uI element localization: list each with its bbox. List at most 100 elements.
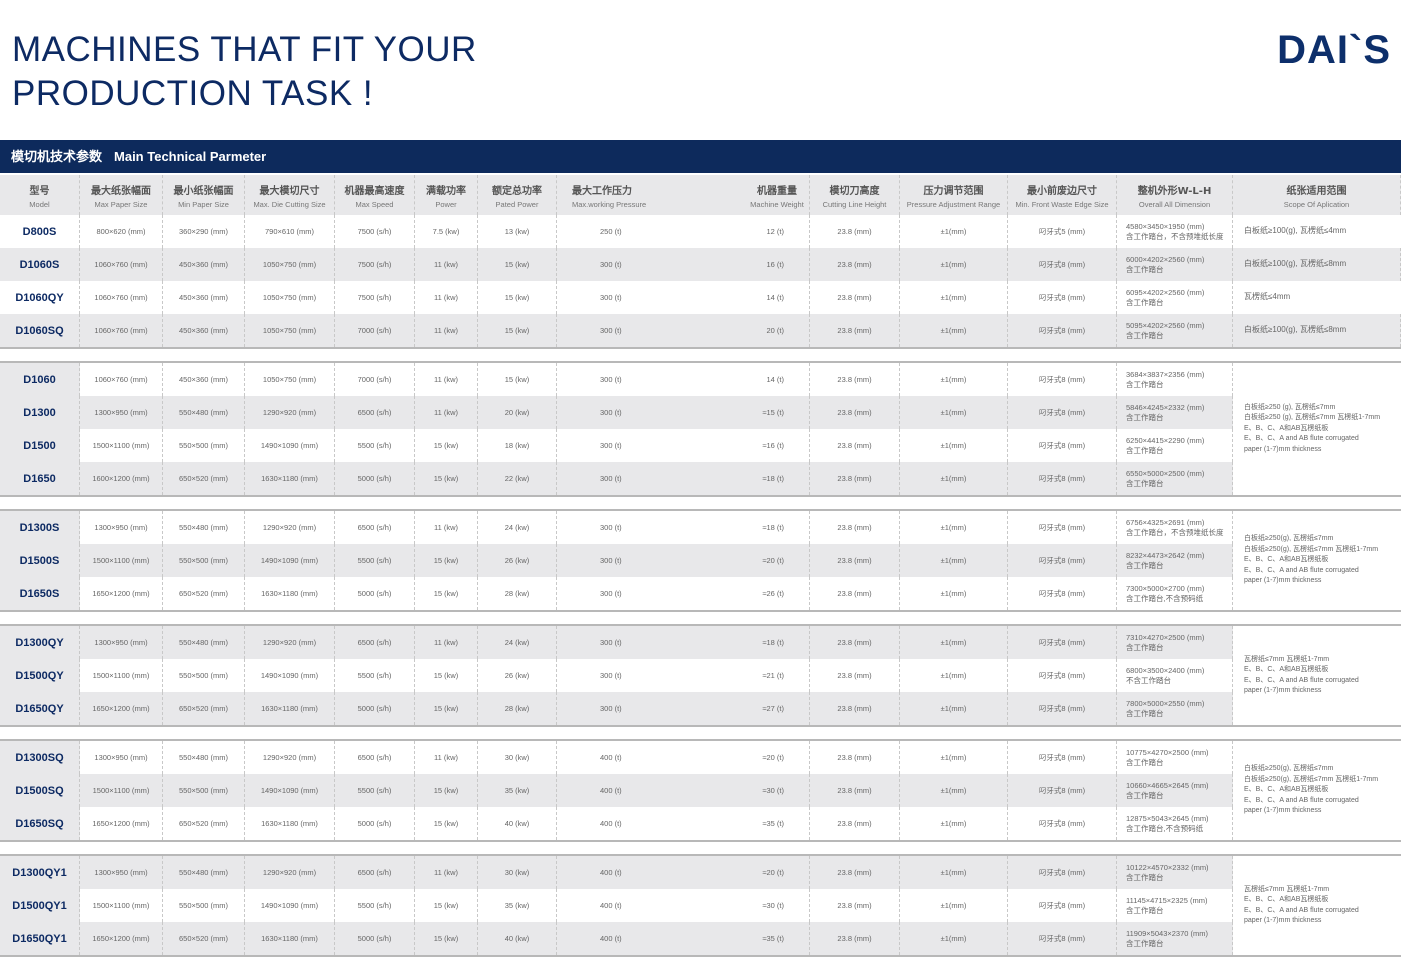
spec-group: D1300S 1300×950 (mm) 550×480 (mm) 1290×920 … <box>0 509 1401 612</box>
cell-power: 15 (kw) <box>415 807 478 840</box>
column-header-zh: 最大纸张幅面 <box>91 185 151 197</box>
cell-min-front-waste-edge: 叼牙式8 (mm) <box>1008 856 1117 889</box>
cell-power: 15 (kw) <box>415 462 478 495</box>
cell-rated-power: 13 (kw) <box>478 215 557 248</box>
column-header-en: Max Speed <box>355 199 394 209</box>
cell-max-working-pressure: 300 (t) <box>600 589 622 598</box>
column-header-max-die-cutting-size: 最大模切尺寸 Max. Die Cutting Size <box>245 175 335 215</box>
cell-power: 15 (kw) <box>415 429 478 462</box>
cell-max-die-cutting-size: 1050×750 (mm) <box>245 363 335 396</box>
cell-overall-dimension: 8232×4473×2642 (mm) 含工作踏台 <box>1117 544 1233 577</box>
cell-pressure-adjustment-range: ±1(mm) <box>900 429 1008 462</box>
column-header-en: Model <box>29 199 50 209</box>
cell-max-speed: 6500 (s/h) <box>335 511 415 544</box>
column-header-en: Pressure Adjustment Range <box>906 199 1001 209</box>
cell-cutting-line-height: 23.8 (mm) <box>810 741 900 774</box>
dimension-value: 6800×3500×2400 (mm) <box>1126 665 1205 675</box>
cell-max-die-cutting-size: 1050×750 (mm) <box>245 314 335 347</box>
cell-max-die-cutting-size: 1290×920 (mm) <box>245 396 335 429</box>
cell-max-speed: 6500 (s/h) <box>335 626 415 659</box>
scope-line: 白板纸≥250(g), 瓦楞纸≤7mm 瓦楞纸1-7mm <box>1244 545 1379 553</box>
dimension-note: 含工作踏台 <box>1126 790 1164 800</box>
cell-rated-power: 40 (kw) <box>478 807 557 840</box>
model-name: D1650QY1 <box>0 922 80 955</box>
column-header-rated-power: 额定总功率 Pated Power <box>478 175 557 215</box>
dimension-value: 4580×3450×1950 (mm) <box>1126 221 1205 231</box>
cell-min-paper-size: 550×500 (mm) <box>163 429 245 462</box>
dimension-note: 含工作踏台 <box>1126 708 1164 718</box>
dimension-value: 7800×5000×2550 (mm) <box>1126 698 1205 708</box>
cell-power: 11 (kw) <box>415 314 478 347</box>
scope-line: E、B、C、A和AB瓦楞纸板 <box>1244 896 1329 903</box>
cell-power: 11 (kw) <box>415 281 478 314</box>
cell-max-working-pressure: 400 (t) <box>557 856 745 889</box>
column-header-model: 型号 Model <box>0 175 80 215</box>
cell-max-speed: 5000 (s/h) <box>335 692 415 725</box>
cell-power: 15 (kw) <box>415 692 478 725</box>
column-header-zh: 模切刀高度 <box>829 185 880 197</box>
cell-min-paper-size: 650×520 (mm) <box>163 922 245 955</box>
model-name: D1300SQ <box>0 741 80 774</box>
cell-pressure-adjustment-range: ±1(mm) <box>900 281 1008 314</box>
cell-min-front-waste-edge: 叼牙式8 (mm) <box>1008 363 1117 396</box>
cell-overall-dimension: 6550×5000×2500 (mm) 含工作踏台 <box>1117 462 1233 495</box>
cell-max-paper-size: 1650×1200 (mm) <box>80 692 163 725</box>
cell-power: 15 (kw) <box>415 889 478 922</box>
title-line-2: PRODUCTION TASK ! <box>12 74 374 113</box>
cell-pressure-adjustment-range: ±1(mm) <box>900 889 1008 922</box>
column-header-machine-weight: 机器重量 Machine Weight <box>745 175 810 215</box>
model-name: D1060S <box>0 248 80 281</box>
column-header-zh: 机器重量 <box>757 185 797 197</box>
scope-line: E、B、C、A和AB瓦楞纸板 <box>1244 666 1329 673</box>
cell-max-working-pressure: 300 (t) <box>557 626 745 659</box>
cell-rated-power: 26 (kw) <box>478 544 557 577</box>
cell-max-speed: 5500 (s/h) <box>335 429 415 462</box>
cell-max-working-pressure: 300 (t) <box>557 544 745 577</box>
dimension-note: 含工作踏台 <box>1126 297 1164 307</box>
cell-pressure-adjustment-range: ±1(mm) <box>900 856 1008 889</box>
cell-max-speed: 5000 (s/h) <box>335 807 415 840</box>
model-name: D1650SQ <box>0 807 80 840</box>
cell-power: 15 (kw) <box>415 922 478 955</box>
column-header-max-working-pressure: 最大工作压力 Max.working Pressure <box>557 175 745 215</box>
cell-max-die-cutting-size: 1290×920 (mm) <box>245 856 335 889</box>
model-name: D1300 <box>0 396 80 429</box>
cell-overall-dimension: 4580×3450×1950 (mm) 含工作踏台，不含预堆纸长度 <box>1117 215 1233 248</box>
column-header-en: Max. Die Cutting Size <box>253 199 326 209</box>
column-header-max-speed: 机器最高速度 Max Speed <box>335 175 415 215</box>
scope-line: E、B、C、A and AB flute corrugated <box>1244 435 1359 443</box>
column-header-zh: 整机外形W-L-H <box>1137 185 1212 197</box>
model-name: D1500QY <box>0 659 80 692</box>
cell-cutting-line-height: 23.8 (mm) <box>810 248 900 281</box>
cell-max-working-pressure: 300 (t) <box>600 375 622 384</box>
cell-min-paper-size: 550×500 (mm) <box>163 889 245 922</box>
cell-max-speed: 5500 (s/h) <box>335 544 415 577</box>
column-header-en: Pated Power <box>495 199 539 209</box>
column-header-en: Cutting Line Height <box>822 199 887 209</box>
cell-min-paper-size: 550×500 (mm) <box>163 544 245 577</box>
model-name: D1060 <box>0 363 80 396</box>
cell-min-front-waste-edge: 叼牙式8 (mm) <box>1008 429 1117 462</box>
cell-max-speed: 7000 (s/h) <box>335 363 415 396</box>
cell-rated-power: 28 (kw) <box>478 692 557 725</box>
cell-min-paper-size: 550×480 (mm) <box>163 741 245 774</box>
cell-pressure-adjustment-range: ±1(mm) <box>900 215 1008 248</box>
cell-min-front-waste-edge: 叼牙式8 (mm) <box>1008 577 1117 610</box>
cell-max-speed: 6500 (s/h) <box>335 396 415 429</box>
cell-min-front-waste-edge: 叼牙式8 (mm) <box>1008 692 1117 725</box>
cell-max-speed: 5000 (s/h) <box>335 577 415 610</box>
cell-cutting-line-height: 23.8 (mm) <box>810 429 900 462</box>
cell-power: 15 (kw) <box>415 659 478 692</box>
scope-line: 白板纸≥250(g), 瓦楞纸≤7mm <box>1244 535 1334 543</box>
cell-pressure-adjustment-range: ±1(mm) <box>900 659 1008 692</box>
cell-max-paper-size: 1500×1100 (mm) <box>80 889 163 922</box>
cell-max-die-cutting-size: 1490×1090 (mm) <box>245 659 335 692</box>
cell-overall-dimension: 10122×4570×2332 (mm) 含工作踏台 <box>1117 856 1233 889</box>
column-header-min-paper-size: 最小纸张幅面 Min Paper Size <box>163 175 245 215</box>
cell-machine-weight: ≈30 (t) <box>745 774 810 807</box>
cell-scope-of-application: 白板纸≥250 (g), 瓦楞纸≤7mm 白板纸≥250 (g), 瓦楞纸≤7mm… <box>1233 363 1401 495</box>
model-name: D1650S <box>0 577 80 610</box>
cell-overall-dimension: 5095×4202×2560 (mm) 含工作踏台 <box>1117 314 1233 347</box>
cell-max-paper-size: 1300×950 (mm) <box>80 396 163 429</box>
cell-min-paper-size: 650×520 (mm) <box>163 462 245 495</box>
